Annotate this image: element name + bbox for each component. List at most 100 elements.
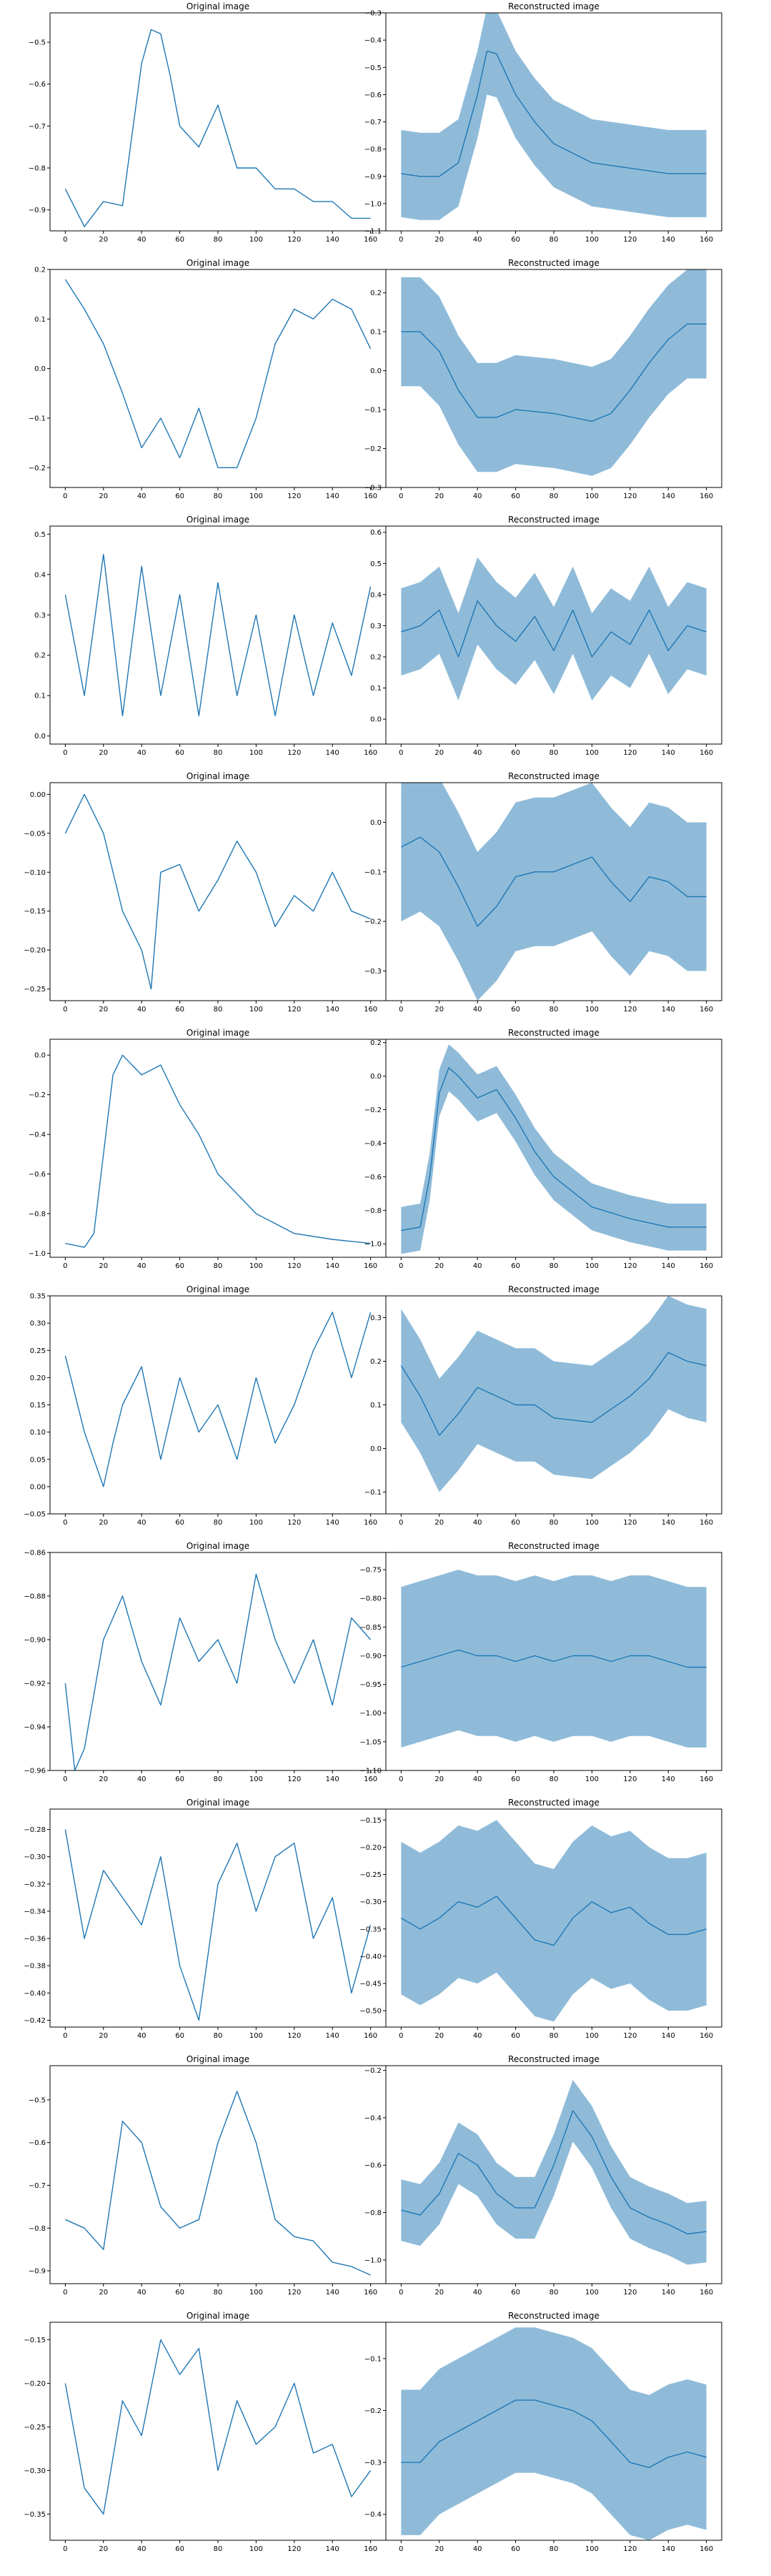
y-tick-label: −0.15 <box>24 2337 46 2344</box>
x-tick-label: 20 <box>434 1775 444 1783</box>
x-tick-label: 120 <box>287 1262 301 1270</box>
y-tick-label: −0.15 <box>359 1817 382 1825</box>
x-tick-label: 80 <box>214 236 223 244</box>
y-tick-label: −0.3 <box>364 2459 382 2467</box>
y-tick-label: −0.8 <box>364 1207 382 1215</box>
y-tick-label: −0.2 <box>29 465 46 472</box>
x-tick-label: 120 <box>287 2545 301 2553</box>
y-tick-label: 0.0 <box>34 733 46 740</box>
chart-title: Reconstructed image <box>508 1541 600 1551</box>
y-tick-label: −0.6 <box>364 91 382 99</box>
y-tick-label: 0.0 <box>34 365 46 373</box>
chart-title: Original image <box>186 2054 249 2064</box>
y-tick-label: −0.2 <box>364 1106 382 1114</box>
x-tick-label: 140 <box>662 2289 675 2297</box>
y-tick-label: −0.7 <box>29 123 46 131</box>
y-tick-label: −0.10 <box>24 869 46 877</box>
y-tick-label: −0.15 <box>24 908 46 916</box>
x-tick-label: 40 <box>473 2545 482 2553</box>
uncertainty-band <box>401 1570 707 1748</box>
x-tick-label: 80 <box>214 1519 223 1527</box>
x-tick-label: 20 <box>434 1519 444 1527</box>
y-tick-label: 0.2 <box>34 267 46 274</box>
x-tick-label: 0 <box>63 2289 67 2297</box>
x-tick-label: 0 <box>63 492 67 500</box>
x-tick-label: 100 <box>585 2032 599 2040</box>
y-tick-label: −0.30 <box>24 1853 46 1861</box>
x-tick-label: 80 <box>549 1519 559 1527</box>
x-tick-label: 60 <box>511 749 520 757</box>
y-tick-label: 0.0 <box>370 819 382 827</box>
x-tick-label: 0 <box>399 2032 403 2040</box>
y-tick-label: 0.0 <box>370 716 382 724</box>
x-tick-label: 20 <box>99 749 108 757</box>
x-tick-label: 120 <box>623 1519 637 1527</box>
chart-panel-original-9: Original image 0 20 40 60 80 100 120 140 160 −0.35… <box>24 2311 387 2553</box>
series-line <box>64 553 372 717</box>
x-tick-label: 80 <box>549 236 559 244</box>
chart-title: Original image <box>186 1028 249 1038</box>
x-tick-label: 60 <box>175 749 184 757</box>
chart-title: Original image <box>186 771 249 781</box>
uncertainty-band <box>401 1296 707 1492</box>
y-tick-label: −0.95 <box>359 1681 382 1689</box>
y-tick-label: 0.2 <box>34 652 46 660</box>
y-tick-label: −1.0 <box>364 2257 382 2264</box>
chart-title: Reconstructed image <box>508 2311 600 2321</box>
x-tick-label: 140 <box>662 2032 675 2040</box>
x-tick-label: 60 <box>175 492 184 500</box>
x-tick-label: 40 <box>137 2545 146 2553</box>
y-tick-label: −0.05 <box>24 1511 46 1519</box>
y-tick-label: −0.8 <box>29 165 46 173</box>
x-tick-label: 60 <box>511 492 520 500</box>
x-tick-label: 160 <box>364 1006 377 1014</box>
x-tick-label: 120 <box>287 236 301 244</box>
chart-title: Original image <box>186 1541 249 1551</box>
chart-title: Reconstructed image <box>508 771 600 781</box>
x-tick-label: 140 <box>326 1006 339 1014</box>
y-tick-label: −1.05 <box>359 1738 382 1746</box>
x-tick-label: 60 <box>175 1775 184 1783</box>
x-tick-label: 100 <box>249 2032 263 2040</box>
y-tick-label: −1.0 <box>364 200 382 208</box>
x-tick-label: 80 <box>214 1262 223 1270</box>
y-tick-label: −0.2 <box>364 445 382 453</box>
y-tick-label: −0.4 <box>364 2511 382 2519</box>
x-tick-label: 100 <box>585 2289 599 2297</box>
x-tick-label: 0 <box>399 749 403 757</box>
y-tick-label: −0.45 <box>359 1981 382 1988</box>
x-tick-label: 60 <box>175 2289 184 2297</box>
y-tick-label: −0.20 <box>24 2380 46 2388</box>
chart-panel-reconstructed-0: Reconstructed image 0 20 40 60 80 100 120 140 160… <box>364 1 722 244</box>
chart-panel-reconstructed-3: Reconstructed image 0 20 40 60 80 100 120 140 160… <box>364 771 722 1014</box>
x-tick-label: 100 <box>585 1519 599 1527</box>
y-tick-label: 0.00 <box>30 791 46 799</box>
y-tick-label: 0.1 <box>34 316 46 324</box>
y-tick-label: −1.0 <box>29 1250 46 1258</box>
y-tick-label: −0.36 <box>24 1936 46 1943</box>
chart-title: Original image <box>186 515 249 525</box>
x-tick-label: 160 <box>700 1519 713 1527</box>
y-tick-label: −0.3 <box>364 968 382 976</box>
uncertainty-band <box>401 1820 707 2022</box>
x-tick-label: 40 <box>137 1519 146 1527</box>
x-tick-label: 20 <box>434 1006 444 1014</box>
x-tick-label: 160 <box>700 2545 713 2553</box>
x-tick-label: 100 <box>249 492 263 500</box>
series-line <box>401 1067 707 1232</box>
x-tick-label: 40 <box>473 1519 482 1527</box>
series-line <box>401 600 707 658</box>
y-tick-label: −1.1 <box>364 228 382 236</box>
x-tick-label: 100 <box>585 492 599 500</box>
x-tick-label: 120 <box>623 2032 637 2040</box>
x-tick-label: 160 <box>364 1519 377 1527</box>
x-tick-label: 140 <box>326 236 339 244</box>
x-tick-label: 60 <box>175 1519 184 1527</box>
y-tick-label: −1.0 <box>364 1241 382 1249</box>
x-tick-label: 140 <box>326 2545 339 2553</box>
chart-title: Reconstructed image <box>508 258 600 268</box>
series-line <box>401 50 707 177</box>
x-tick-label: 60 <box>511 1775 520 1783</box>
x-tick-label: 0 <box>63 236 67 244</box>
x-tick-label: 20 <box>99 2032 108 2040</box>
